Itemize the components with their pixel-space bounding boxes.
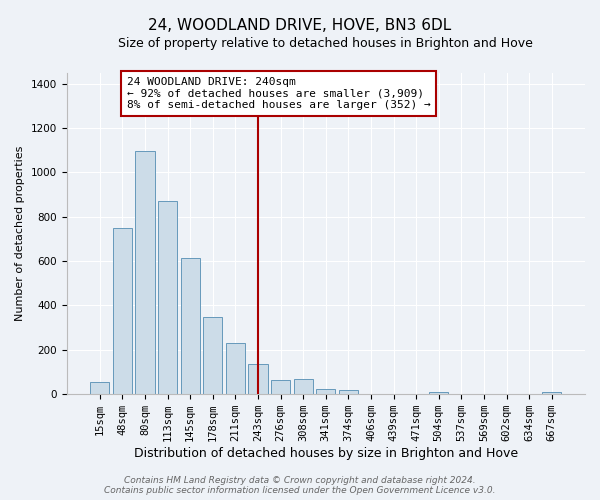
Bar bbox=[113, 228, 132, 394]
Bar bbox=[429, 392, 448, 394]
Text: 24, WOODLAND DRIVE, HOVE, BN3 6DL: 24, WOODLAND DRIVE, HOVE, BN3 6DL bbox=[148, 18, 452, 32]
Bar bbox=[339, 390, 358, 394]
Bar bbox=[248, 364, 268, 394]
Text: 24 WOODLAND DRIVE: 240sqm
← 92% of detached houses are smaller (3,909)
8% of sem: 24 WOODLAND DRIVE: 240sqm ← 92% of detac… bbox=[127, 77, 431, 110]
Bar bbox=[158, 201, 177, 394]
X-axis label: Distribution of detached houses by size in Brighton and Hove: Distribution of detached houses by size … bbox=[134, 447, 518, 460]
Bar bbox=[271, 380, 290, 394]
Bar bbox=[293, 378, 313, 394]
Bar bbox=[181, 258, 200, 394]
Bar bbox=[226, 343, 245, 394]
Text: Contains HM Land Registry data © Crown copyright and database right 2024.
Contai: Contains HM Land Registry data © Crown c… bbox=[104, 476, 496, 495]
Bar bbox=[203, 316, 223, 394]
Y-axis label: Number of detached properties: Number of detached properties bbox=[15, 146, 25, 321]
Bar bbox=[316, 388, 335, 394]
Bar bbox=[542, 392, 562, 394]
Bar bbox=[90, 382, 109, 394]
Bar bbox=[136, 152, 155, 394]
Title: Size of property relative to detached houses in Brighton and Hove: Size of property relative to detached ho… bbox=[118, 38, 533, 51]
